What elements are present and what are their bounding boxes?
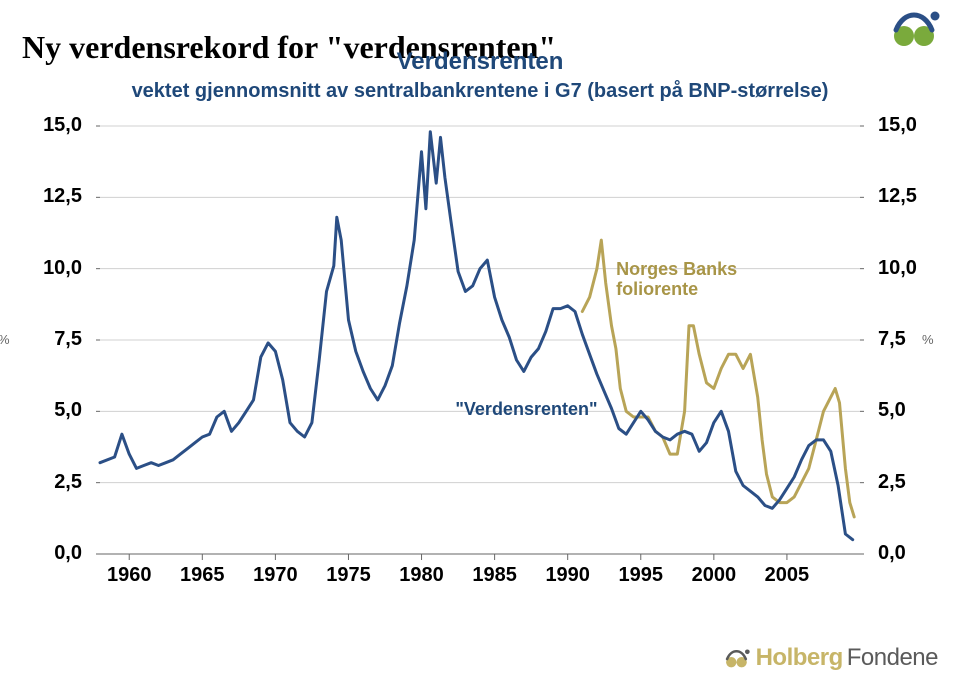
- brand-logo-footer: HolbergFondene: [724, 644, 938, 672]
- series-verdensrenten: [100, 132, 853, 540]
- x-tick-label: 1975: [326, 564, 371, 587]
- y-left-tick-label: 15,0: [12, 114, 82, 137]
- y-axis-unit-right: %: [922, 332, 934, 347]
- y-left-tick-label: 0,0: [12, 542, 82, 565]
- y-left-tick-label: 7,5: [12, 328, 82, 351]
- y-right-tick-label: 7,5: [878, 328, 948, 351]
- annotation-norges-bank: Norges Banksfoliorente: [616, 260, 737, 300]
- x-tick-label: 2005: [765, 564, 810, 587]
- y-right-tick-label: 5,0: [878, 399, 948, 422]
- y-right-tick-label: 12,5: [878, 185, 948, 208]
- chart-title: Verdensrenten: [0, 48, 960, 76]
- y-right-tick-label: 0,0: [878, 542, 948, 565]
- y-right-tick-label: 2,5: [878, 471, 948, 494]
- y-left-tick-label: 2,5: [12, 471, 82, 494]
- y-axis-unit-left: %: [0, 332, 10, 347]
- y-left-tick-label: 10,0: [12, 257, 82, 280]
- x-tick-label: 1995: [619, 564, 664, 587]
- x-tick-label: 1990: [545, 564, 590, 587]
- chart-svg: [90, 120, 870, 590]
- x-tick-label: 1980: [399, 564, 444, 587]
- y-right-tick-label: 15,0: [878, 114, 948, 137]
- y-right-tick-label: 10,0: [878, 257, 948, 280]
- chart-area: [90, 120, 870, 590]
- annotation-verdensrenten: "Verdensrenten": [455, 399, 597, 420]
- x-tick-label: 1970: [253, 564, 298, 587]
- x-tick-label: 2000: [692, 564, 737, 587]
- x-tick-label: 1985: [472, 564, 517, 587]
- x-tick-label: 1965: [180, 564, 225, 587]
- brand-name-part2: Fondene: [847, 644, 938, 672]
- y-left-tick-label: 5,0: [12, 399, 82, 422]
- x-tick-label: 1960: [107, 564, 152, 587]
- brand-name-part1: Holberg: [756, 644, 843, 672]
- y-left-tick-label: 12,5: [12, 185, 82, 208]
- chart-subtitle: vektet gjennomsnitt av sentralbankrenten…: [0, 80, 960, 103]
- slide: Ny verdensrekord for "verdensrenten" Ver…: [0, 0, 960, 682]
